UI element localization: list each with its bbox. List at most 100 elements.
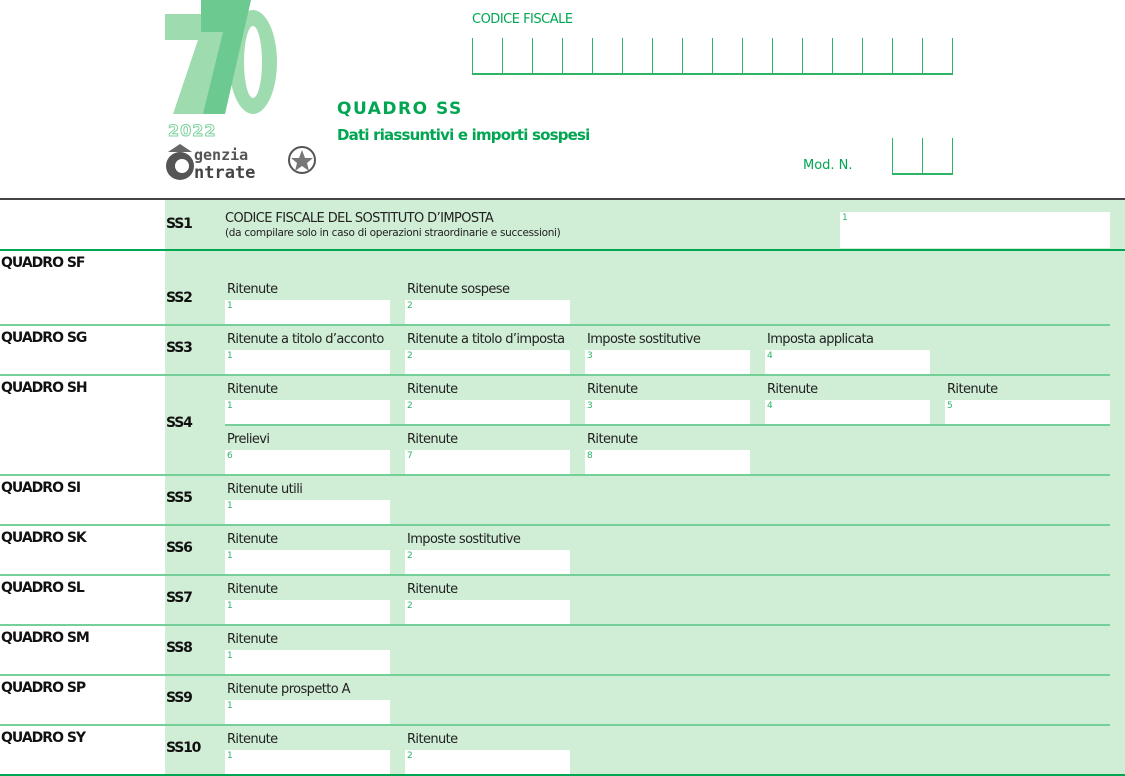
cf-char-box[interactable] — [833, 38, 863, 73]
row-code: SS5 — [166, 490, 193, 506]
field-label: Ritenute — [227, 582, 278, 597]
field-number: 2 — [407, 401, 413, 411]
ss8-field-1-input[interactable]: 1 — [225, 650, 390, 674]
divider — [0, 674, 1110, 676]
field-label: Ritenute — [587, 432, 638, 447]
cf-char-box[interactable] — [683, 38, 713, 73]
svg-text:ntrate: ntrate — [194, 163, 255, 182]
field-label: Ritenute — [767, 382, 818, 397]
quadro-label: QUADRO SL — [1, 580, 85, 596]
ss4-field-5-input[interactable]: 5 — [945, 400, 1110, 424]
ss10-field-1-input[interactable]: 1 — [225, 750, 390, 774]
divider — [0, 774, 1125, 776]
field-label: Ritenute — [227, 532, 278, 547]
row-code: SS10 — [166, 740, 201, 756]
cf-char-box[interactable] — [803, 38, 833, 73]
row-code: SS4 — [166, 415, 193, 431]
cf-char-box[interactable] — [533, 38, 563, 73]
logo-year: 2022 — [168, 121, 217, 141]
field-number: 1 — [227, 651, 233, 661]
svg-text:genzia: genzia — [194, 146, 248, 164]
field-label: Ritenute — [227, 282, 278, 297]
ss3-field-1-input[interactable]: 1 — [225, 350, 390, 374]
row-code: SS7 — [166, 590, 193, 606]
field-number: 1 — [227, 551, 233, 561]
cf-char-box[interactable] — [773, 38, 803, 73]
field-number: 1 — [227, 301, 233, 311]
ss3-field-4-input[interactable]: 4 — [765, 350, 930, 374]
field-number: 1 — [227, 401, 233, 411]
ss7-field-2-input[interactable]: 2 — [405, 600, 570, 624]
cf-char-box[interactable] — [893, 38, 923, 73]
ss4-field-7-input[interactable]: 7 — [405, 450, 570, 474]
divider — [0, 624, 1110, 626]
field-number: 4 — [767, 401, 773, 411]
codice-fiscale-input[interactable] — [472, 38, 953, 75]
field-number: 1 — [227, 351, 233, 361]
cf-char-box[interactable] — [743, 38, 773, 73]
field-number: 1 — [842, 213, 848, 223]
quadro-label: QUADRO SM — [1, 630, 90, 646]
cf-char-box[interactable] — [863, 38, 893, 73]
field-label: Imposta applicata — [767, 332, 874, 347]
ss4-field-4-input[interactable]: 4 — [765, 400, 930, 424]
cf-char-box[interactable] — [653, 38, 683, 73]
cf-char-box[interactable] — [713, 38, 743, 73]
quadro-label: QUADRO SY — [1, 730, 86, 746]
ss9-field-1-input[interactable]: 1 — [225, 700, 390, 724]
ss2-field-1-input[interactable]: 1 — [225, 300, 390, 324]
field-number: 7 — [407, 451, 413, 461]
ss2-field-2-input[interactable]: 2 — [405, 300, 570, 324]
field-label: Ritenute prospetto A — [227, 682, 351, 697]
mod-n-input[interactable] — [892, 138, 953, 175]
quadro-label: QUADRO SF — [1, 255, 85, 271]
cf-char-box[interactable] — [503, 38, 533, 73]
cf-char-box[interactable] — [623, 38, 653, 73]
field-number: 2 — [407, 751, 413, 761]
field-label: Ritenute — [407, 732, 458, 747]
ss1-codice-fiscale-input[interactable]: 1 — [840, 212, 1110, 248]
cf-char-box[interactable] — [473, 38, 503, 73]
field-label: Ritenute — [407, 382, 458, 397]
field-label: Ritenute a titolo d’imposta — [407, 332, 565, 347]
ss4-field-3-input[interactable]: 3 — [585, 400, 750, 424]
row-code: SS3 — [166, 340, 193, 356]
ss3-field-2-input[interactable]: 2 — [405, 350, 570, 374]
divider — [0, 198, 1125, 200]
ss4-field-1-input[interactable]: 1 — [225, 400, 390, 424]
field-label: Ritenute — [587, 382, 638, 397]
page-subtitle: Dati riassuntivi e importi sospesi — [337, 126, 590, 144]
ss4-field-2-input[interactable]: 2 — [405, 400, 570, 424]
logo-770 — [165, 0, 277, 114]
field-number: 4 — [767, 351, 773, 361]
field-label: Imposte sostitutive — [407, 532, 521, 547]
ss6-field-2-input[interactable]: 2 — [405, 550, 570, 574]
codice-fiscale-label: CODICE FISCALE — [472, 12, 573, 27]
field-label: Ritenute — [407, 582, 458, 597]
field-label: Ritenute — [407, 432, 458, 447]
cf-char-box[interactable] — [923, 38, 953, 73]
ss3-field-3-input[interactable]: 3 — [585, 350, 750, 374]
page-title: QUADRO SS — [337, 99, 463, 119]
divider — [225, 424, 1110, 426]
mod-char-box[interactable] — [893, 138, 923, 173]
mod-char-box[interactable] — [923, 138, 953, 173]
cf-char-box[interactable] — [563, 38, 593, 73]
agenzia-entrate-logo: genzia ntrate — [166, 144, 316, 182]
field-number: 3 — [587, 351, 593, 361]
field-number: 2 — [407, 601, 413, 611]
field-number: 1 — [227, 501, 233, 511]
ss4-field-8-input[interactable]: 8 — [585, 450, 750, 474]
form-area — [165, 200, 1125, 776]
ss5-field-1-input[interactable]: 1 — [225, 500, 390, 524]
ss7-field-1-input[interactable]: 1 — [225, 600, 390, 624]
cf-char-box[interactable] — [593, 38, 623, 73]
ss10-field-2-input[interactable]: 2 — [405, 750, 570, 774]
field-number: 1 — [227, 751, 233, 761]
ss6-field-1-input[interactable]: 1 — [225, 550, 390, 574]
field-number: 1 — [227, 601, 233, 611]
mod-n-label: Mod. N. — [803, 158, 853, 173]
ss4-field-6-input[interactable]: 6 — [225, 450, 390, 474]
row-code: SS1 — [166, 216, 193, 232]
field-label: Prelievi — [227, 432, 270, 447]
